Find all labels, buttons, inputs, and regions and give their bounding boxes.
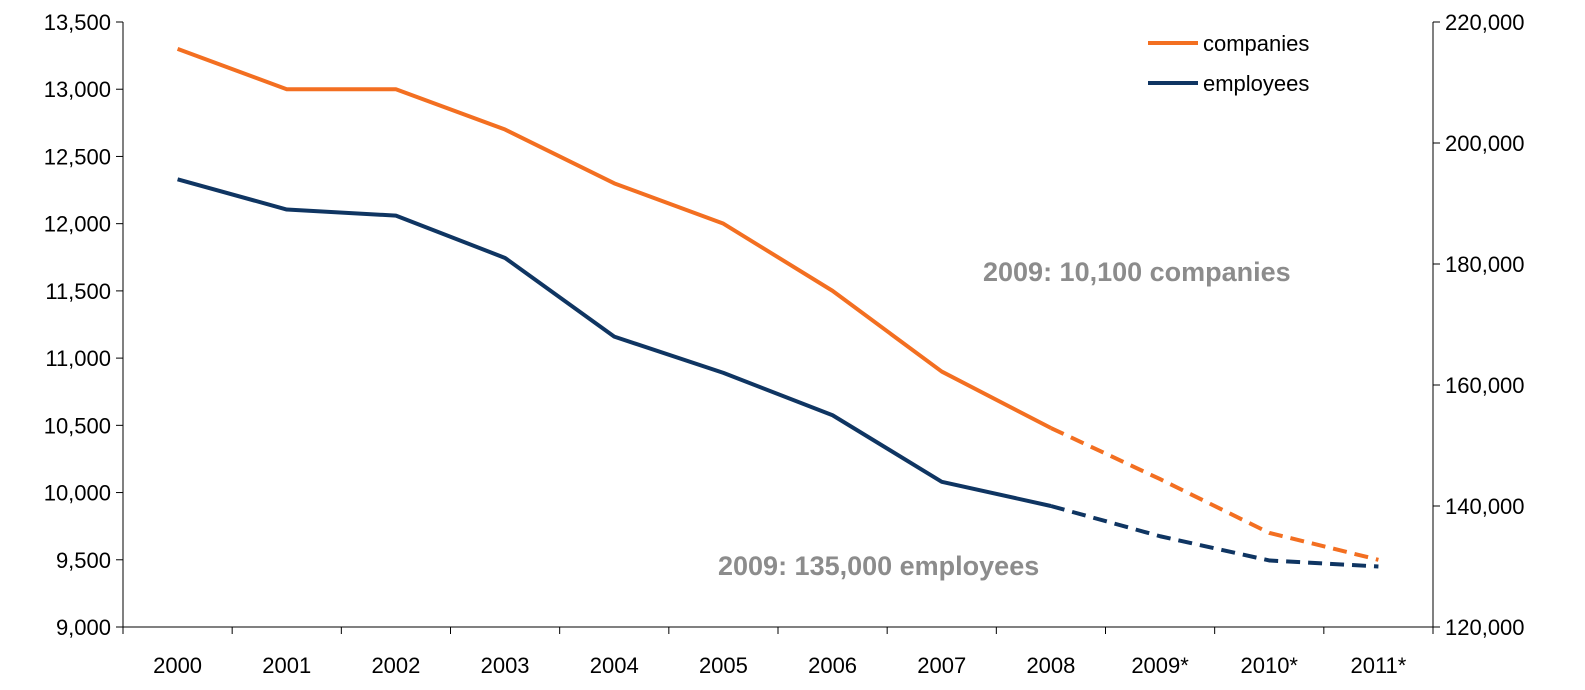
x-tick-label: 2000 (153, 653, 202, 678)
axes (122, 22, 1434, 628)
left-tick-label: 13,500 (44, 10, 111, 35)
right-tick-label: 140,000 (1445, 494, 1525, 519)
legend-label-employees: employees (1203, 71, 1309, 96)
x-tick-label: 2011* (1350, 653, 1406, 678)
left-tick-label: 10,500 (44, 413, 111, 438)
right-tick-label: 180,000 (1445, 252, 1525, 277)
left-tick-label: 13,000 (44, 77, 111, 102)
right-tick-label: 160,000 (1445, 373, 1525, 398)
x-tick-label: 2003 (481, 653, 530, 678)
left-tick-label: 9,000 (56, 615, 111, 640)
x-tick-label: 2007 (917, 653, 966, 678)
right-tick-label: 120,000 (1445, 615, 1525, 640)
x-tick-label: 2008 (1026, 653, 1075, 678)
x-axis-ticks: 2000 2001 2002 2003 2004 2005 2006 2007 2008 2009… (122, 627, 1434, 678)
legend: companies employees (1148, 31, 1309, 96)
series-line-companies (176, 47, 1052, 430)
series-lines (176, 47, 1379, 569)
right-tick-label: 220,000 (1445, 10, 1525, 35)
series-projection-companies (1050, 426, 1379, 562)
x-tick-label: 2004 (590, 653, 639, 678)
left-tick-label: 9,500 (56, 548, 111, 573)
x-tick-label: 2010* (1240, 653, 1298, 678)
x-tick-label: 2001 (262, 653, 311, 678)
series-line-employees (177, 177, 1052, 508)
x-tick-label: 2006 (808, 653, 857, 678)
left-axis-ticks: 9,000 9,500 10,000 10,500 11,000 11,500 12,000… (44, 10, 123, 640)
left-tick-label: 11,500 (45, 279, 111, 304)
left-tick-label: 12,500 (44, 144, 111, 169)
series-projection-employees (1050, 504, 1379, 569)
annotation-employees: 2009: 135,000 employees (718, 551, 1039, 581)
right-tick-label: 200,000 (1445, 131, 1525, 156)
x-tick-label: 2005 (699, 653, 748, 678)
legend-label-companies: companies (1203, 31, 1309, 56)
left-tick-label: 11,000 (45, 346, 111, 371)
annotation-companies: 2009: 10,100 companies (983, 257, 1291, 287)
x-tick-label: 2009* (1131, 653, 1189, 678)
left-tick-label: 10,000 (44, 481, 111, 506)
right-axis-ticks: 120,000 140,000 160,000 180,000 200,000 220,0… (1433, 10, 1525, 640)
x-tick-label: 2002 (371, 653, 420, 678)
left-tick-label: 12,000 (44, 212, 111, 237)
